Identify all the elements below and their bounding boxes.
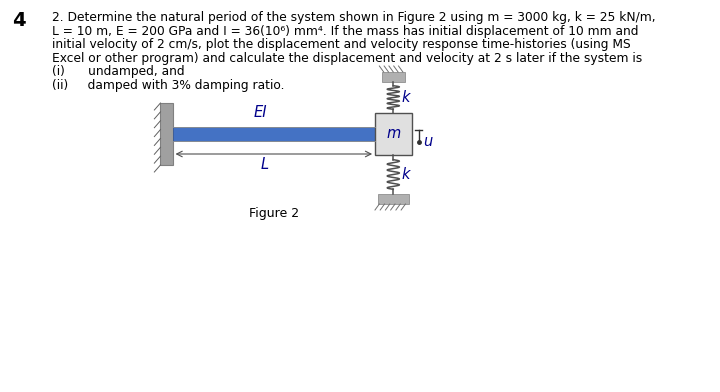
Text: k: k	[401, 167, 410, 182]
Text: m: m	[386, 125, 400, 140]
Text: initial velocity of 2 cm/s, plot the displacement and velocity response time-his: initial velocity of 2 cm/s, plot the dis…	[53, 38, 631, 51]
Bar	[161, 103, 173, 165]
Text: EI: EI	[254, 105, 268, 120]
Bar	[382, 72, 405, 82]
Text: Figure 2: Figure 2	[249, 207, 299, 220]
Text: L = 10 m, E = 200 GPa and I = 36(10⁶) mm⁴. If the mass has initial displacement : L = 10 m, E = 200 GPa and I = 36(10⁶) mm…	[53, 25, 639, 38]
Text: Excel or other program) and calculate the displacement and velocity at 2 s later: Excel or other program) and calculate th…	[53, 51, 642, 65]
Text: 2. Determine the natural period of the system shown in Figure 2 using m = 3000 k: 2. Determine the natural period of the s…	[53, 11, 656, 24]
Text: 4: 4	[12, 11, 26, 30]
Bar	[377, 194, 409, 204]
Bar	[173, 127, 375, 141]
Text: (i)      undamped, and: (i) undamped, and	[53, 65, 185, 78]
Text: u: u	[423, 134, 432, 149]
Text: L: L	[261, 157, 269, 172]
Text: k: k	[401, 90, 410, 105]
Bar	[375, 113, 412, 155]
Text: (ii)     damped with 3% damping ratio.: (ii) damped with 3% damping ratio.	[53, 78, 285, 91]
